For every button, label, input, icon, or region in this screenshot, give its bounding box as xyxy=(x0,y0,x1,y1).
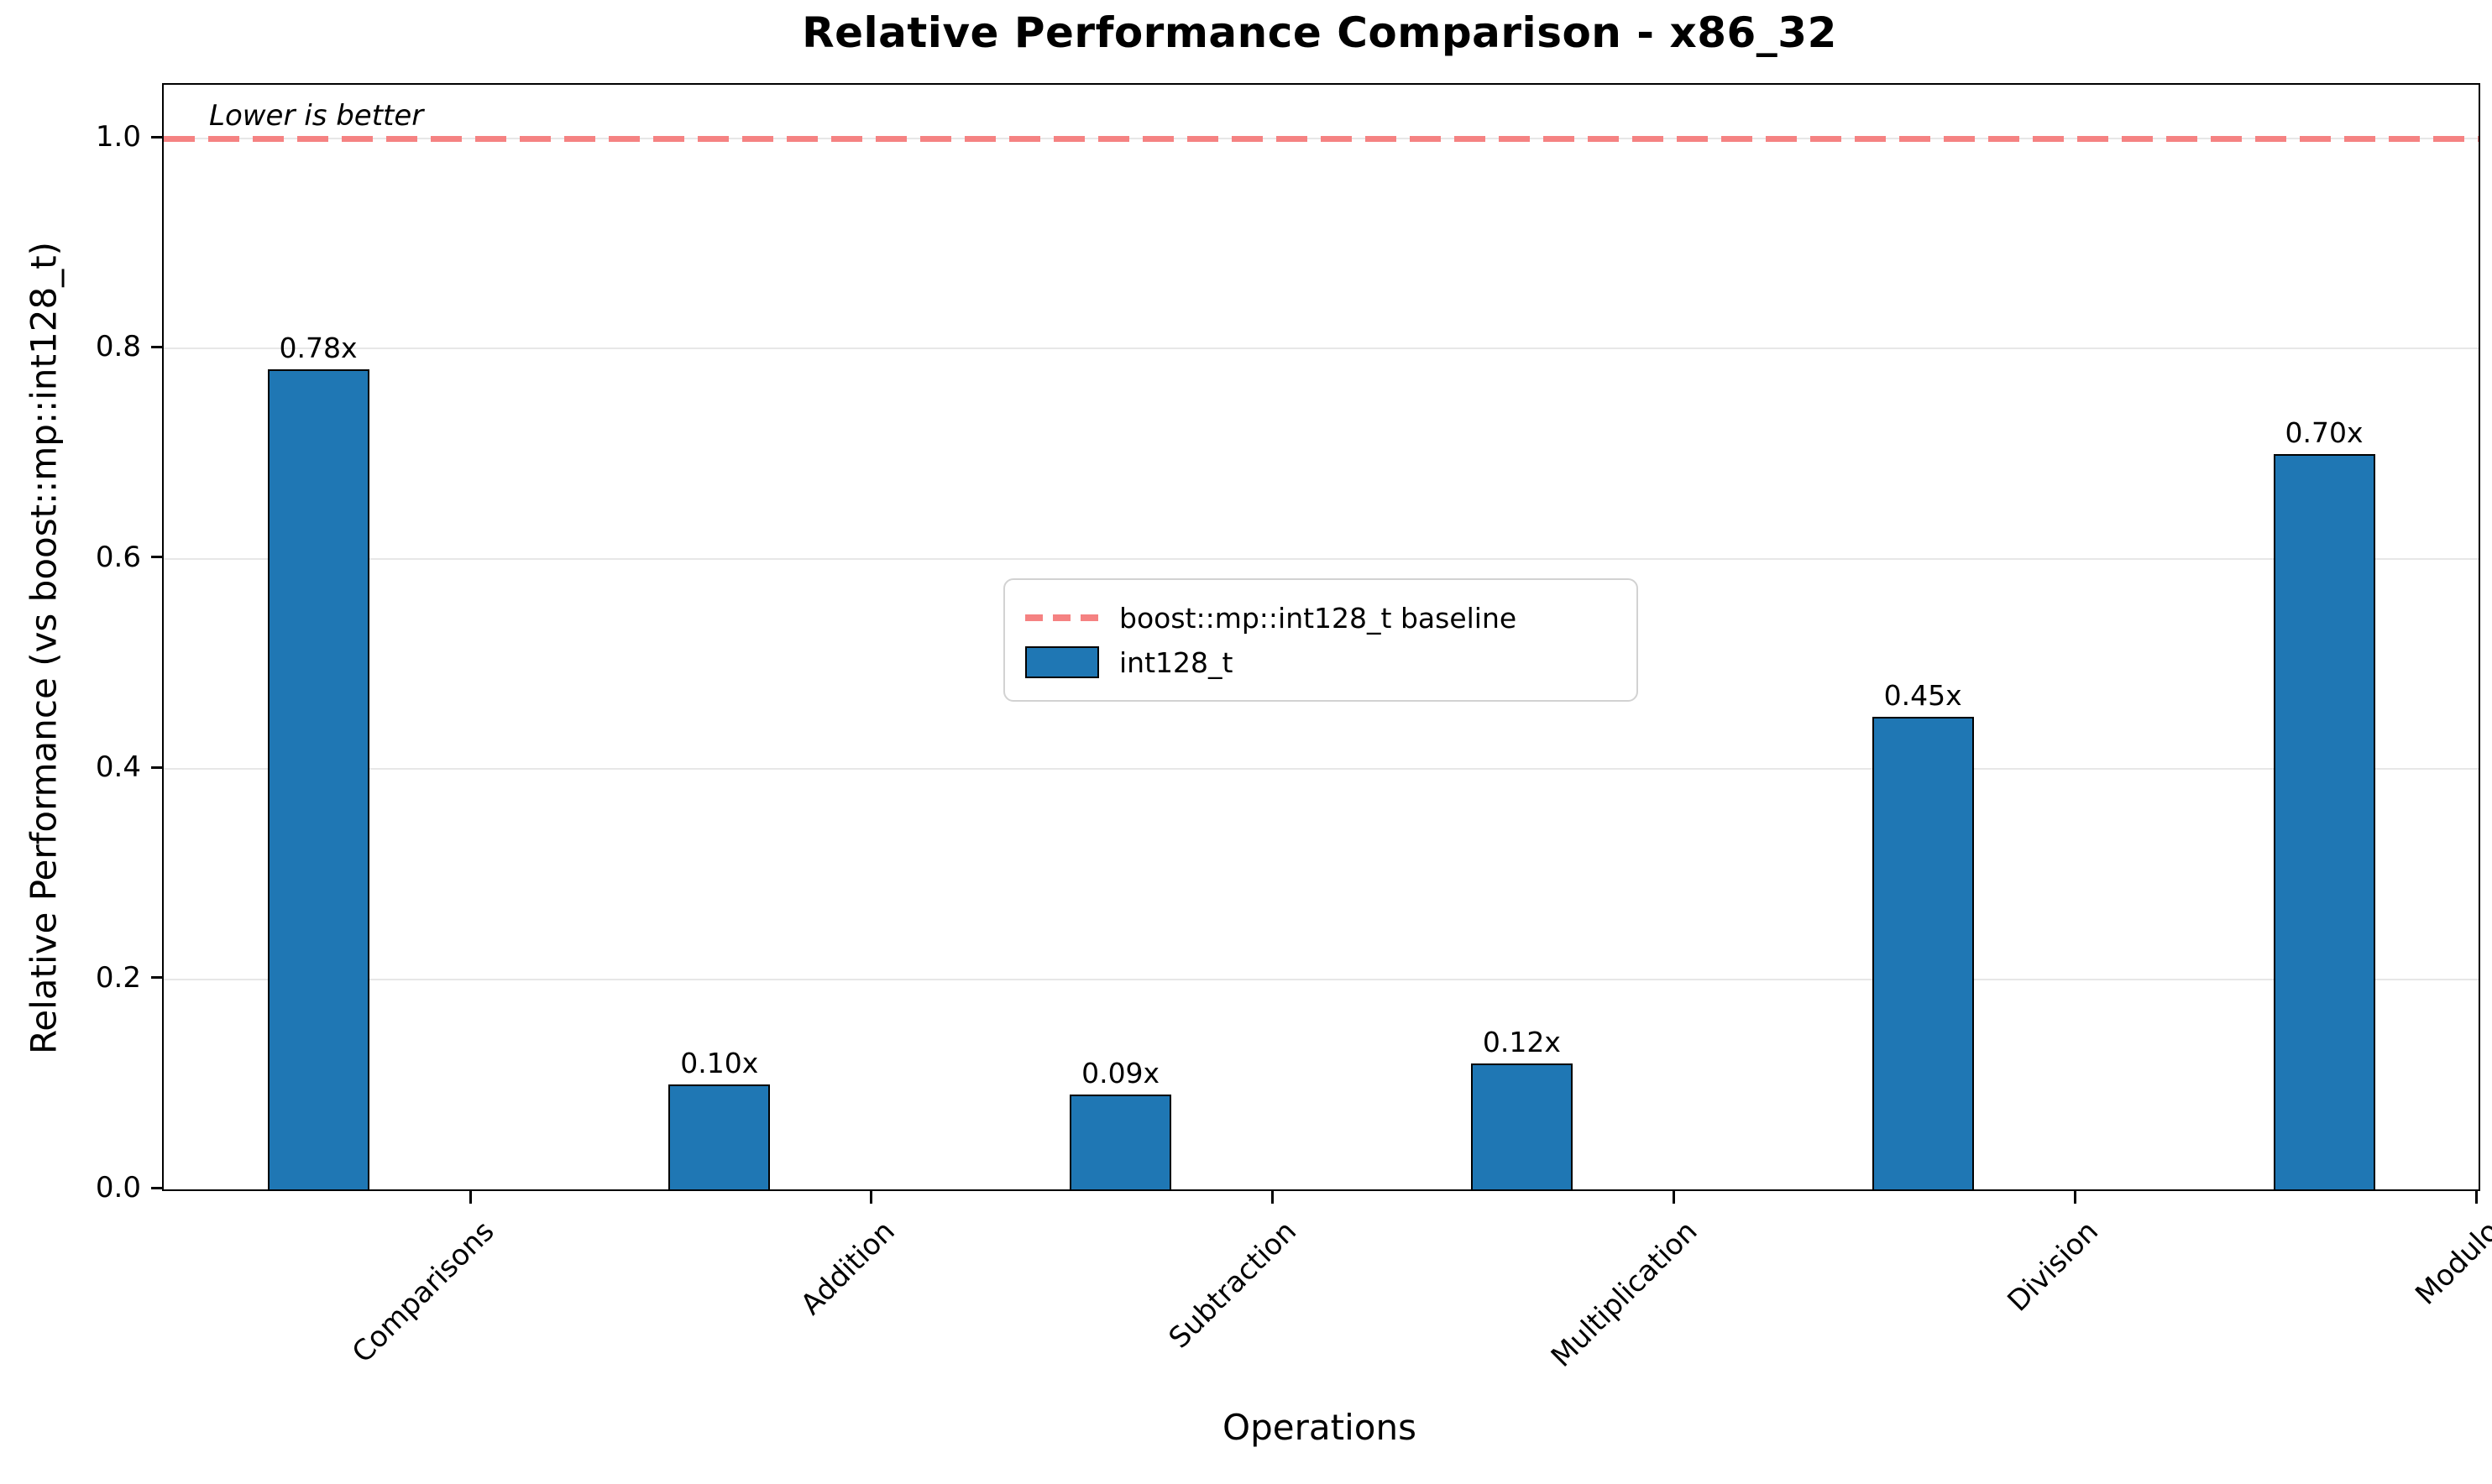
bar-subtraction xyxy=(1070,1095,1172,1189)
y-axis-label: Relative Performance (vs boost::mp::int1… xyxy=(23,241,65,1055)
annotation-lower-is-better: Lower is better xyxy=(209,99,424,133)
bar-value-label: 0.12x xyxy=(1482,1026,1561,1058)
x-tick-label-modulo: Modulo xyxy=(2409,1215,2492,1312)
gridline xyxy=(164,347,2479,350)
x-tick-label-division: Division xyxy=(2001,1215,2106,1319)
x-tick-label-comparisons: Comparisons xyxy=(345,1215,501,1370)
legend-label-series: int128_t xyxy=(1119,645,1233,679)
legend-bar-patch-sample xyxy=(1025,646,1099,678)
y-tick xyxy=(151,976,162,980)
y-tick-label: 0.2 xyxy=(95,960,141,995)
x-tick-label-multiplication: Multiplication xyxy=(1545,1215,1704,1374)
bar-value-label: 0.78x xyxy=(279,332,358,364)
bar-modulo xyxy=(2273,454,2375,1189)
x-axis-label: Operations xyxy=(1222,1407,1416,1448)
y-tick-label: 0.6 xyxy=(95,540,141,574)
y-tick xyxy=(151,135,162,138)
x-tick xyxy=(1672,1189,1675,1204)
baseline-line xyxy=(164,135,2479,142)
bar-value-label: 0.45x xyxy=(1883,679,1962,712)
plot-area: 0.78x 0.10x 0.09x 0.12x 0.45x 0.70x Lower is … xyxy=(162,83,2480,1191)
y-tick-label: 0.0 xyxy=(95,1171,141,1204)
bar-comparisons xyxy=(267,369,369,1189)
x-tick xyxy=(870,1189,873,1204)
gridline xyxy=(164,557,2479,560)
legend-entry-series: int128_t xyxy=(1025,646,1616,679)
x-tick xyxy=(469,1189,472,1204)
legend: boost::mp::int128_t baseline int128_t xyxy=(1003,578,1638,702)
y-tick-label: 1.0 xyxy=(95,120,141,154)
gridline xyxy=(164,768,2479,771)
legend-dashed-line-sample xyxy=(1025,614,1099,621)
bar-multiplication xyxy=(1470,1063,1573,1189)
chart-title: Relative Performance Comparison - x86_32 xyxy=(802,8,1837,57)
legend-entry-baseline: boost::mp::int128_t baseline xyxy=(1025,602,1616,635)
bar-value-label: 0.10x xyxy=(680,1047,759,1079)
bar-addition xyxy=(668,1084,771,1189)
y-tick-label: 0.8 xyxy=(95,330,141,364)
bar-value-label: 0.09x xyxy=(1081,1057,1160,1089)
y-tick xyxy=(151,1186,162,1189)
legend-label-baseline: boost::mp::int128_t baseline xyxy=(1119,601,1517,635)
x-tick xyxy=(2474,1189,2478,1204)
x-tick-label-addition: Addition xyxy=(794,1215,903,1322)
bar-division xyxy=(1872,717,1974,1189)
y-tick xyxy=(151,556,162,559)
bar-value-label: 0.70x xyxy=(2285,416,2364,449)
y-tick-label: 0.4 xyxy=(95,750,141,785)
y-tick xyxy=(151,345,162,348)
gridline xyxy=(164,978,2479,980)
x-tick xyxy=(1271,1189,1275,1204)
y-tick xyxy=(151,766,162,769)
x-tick-label-subtraction: Subtraction xyxy=(1162,1215,1303,1356)
x-tick xyxy=(2073,1189,2076,1204)
